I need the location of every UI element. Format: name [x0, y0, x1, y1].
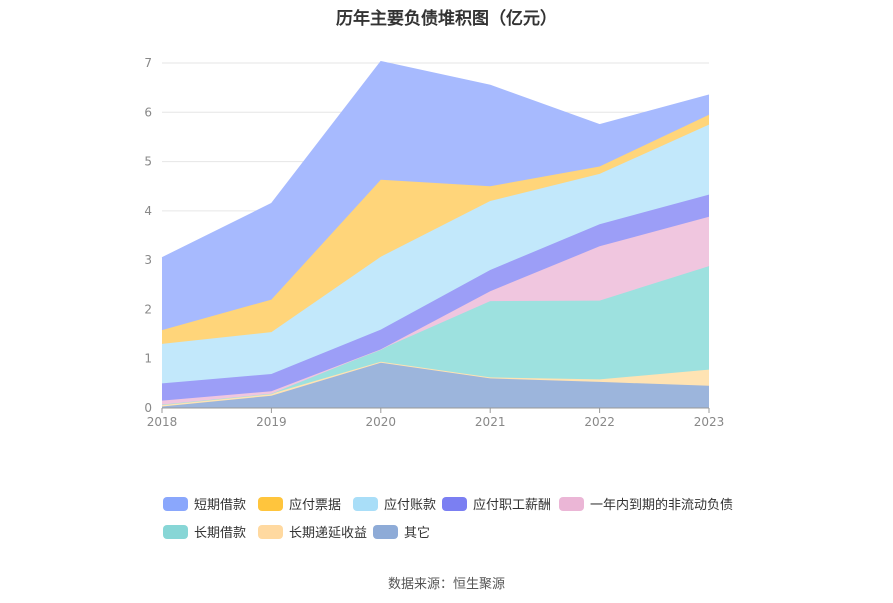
legend-swatch [353, 496, 378, 511]
y-tick-label: 5 [144, 155, 152, 169]
legend-label: 应付票据 [289, 498, 342, 513]
legend-label: 长期借款 [194, 526, 247, 541]
y-tick-label: 1 [144, 352, 152, 366]
legend-swatch [442, 496, 467, 511]
legend-swatch [258, 496, 283, 511]
y-tick-label: 6 [144, 105, 152, 119]
x-tick-label: 2020 [366, 415, 397, 429]
x-tick-label: 2021 [475, 415, 506, 429]
data-source: 数据来源：恒生聚源 [387, 577, 505, 592]
x-tick-label: 2019 [256, 415, 287, 429]
chart-plot: 0 1 2 3 4 5 6 7 2018 2019 2020 2021 2022 2023 [144, 56, 725, 429]
x-tick-label: 2023 [694, 415, 725, 429]
legend-label: 短期借款 [194, 498, 247, 513]
legend-label: 应付账款 [384, 498, 437, 513]
area-series-6 [162, 114, 709, 344]
legend-swatch [163, 524, 188, 539]
chart-title: 历年主要负债堆积图（亿元） [336, 9, 557, 29]
legend-item-notes-payable[interactable]: 应付票据 [258, 494, 341, 513]
legend-item-short-term-loan[interactable]: 短期借款 [163, 494, 246, 513]
legend-label: 其它 [404, 526, 431, 541]
area-series-5 [162, 124, 709, 384]
y-tick-label: 0 [144, 401, 152, 415]
y-tick-label: 4 [144, 204, 152, 218]
area-series-4 [162, 194, 709, 401]
legend-swatch [163, 496, 188, 511]
y-tick-label: 7 [144, 56, 152, 70]
legend-item-current-noncurrent-liabilities[interactable]: 一年内到期的非流动负债 [559, 494, 733, 513]
legend-swatch [559, 496, 584, 511]
legend-swatch [373, 524, 398, 539]
x-tick-label: 2022 [584, 415, 615, 429]
legend-label: 应付职工薪酬 [473, 498, 552, 513]
legend-item-payroll-payable[interactable]: 应付职工薪酬 [442, 494, 551, 513]
legend-swatch [258, 524, 283, 539]
legend-item-deferred-income[interactable]: 长期递延收益 [258, 522, 367, 541]
y-tick-label: 3 [144, 253, 152, 267]
legend-item-other[interactable]: 其它 [373, 522, 430, 541]
area-series-3 [162, 216, 709, 405]
legend-item-accounts-payable[interactable]: 应付账款 [353, 494, 436, 513]
legend-item-long-term-loan[interactable]: 长期借款 [163, 522, 246, 541]
area-series-0 [162, 362, 709, 408]
x-tick-label: 2018 [147, 415, 178, 429]
area-edge-7 [161, 60, 710, 259]
area-series-7 [162, 61, 709, 331]
legend-label: 一年内到期的非流动负债 [590, 498, 734, 513]
y-tick-label: 2 [144, 302, 152, 316]
legend-label: 长期递延收益 [289, 526, 368, 541]
